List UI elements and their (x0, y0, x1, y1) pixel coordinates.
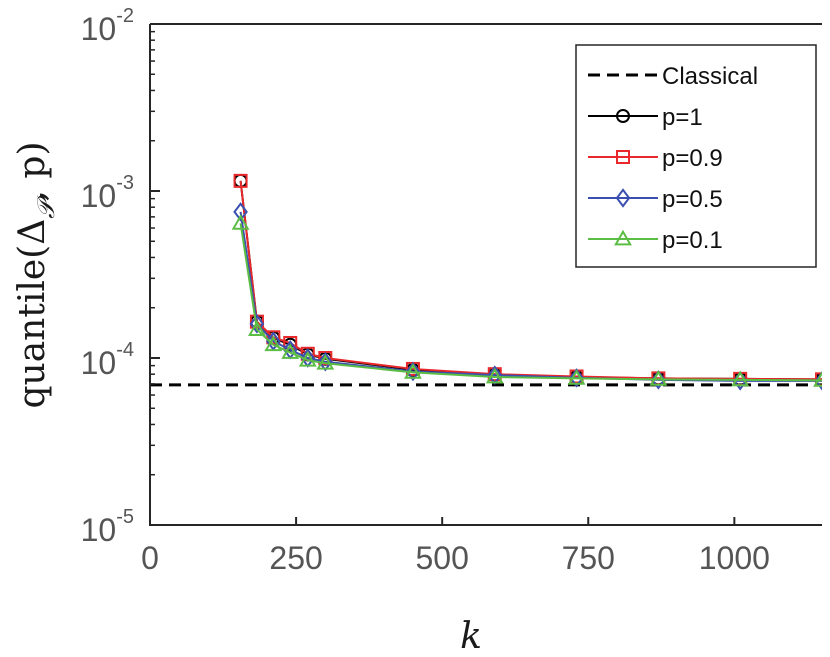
legend-marker (615, 188, 631, 208)
legend-label: p=0.9 (662, 145, 723, 172)
legend-entry: p=0.1 (588, 227, 723, 254)
data-point (248, 320, 266, 336)
x-tick-label: 0 (141, 540, 159, 576)
plot-area (150, 173, 822, 391)
data-point (249, 314, 265, 334)
data-point (813, 371, 822, 387)
x-tick-label: 500 (415, 540, 468, 576)
data-point (569, 368, 584, 388)
x-tick-label: 750 (562, 540, 615, 576)
data-point (485, 367, 504, 384)
data-point (298, 350, 317, 367)
legend: Classical p=1 p=0.9 p=0.5 p=0.1 (575, 44, 817, 268)
data-point (233, 202, 248, 222)
data-point (316, 354, 335, 370)
data-point (231, 214, 250, 230)
data-point (405, 361, 421, 382)
data-point (567, 369, 586, 385)
y-axis-label: quantile(Δ𝒫, p) (12, 141, 60, 408)
x-tick-label: 1000 (699, 540, 770, 576)
x-axis-label: k (460, 616, 482, 657)
data-point (281, 343, 300, 359)
y-tick-label: 10-3 (81, 172, 134, 214)
legend-label: p=0.1 (662, 227, 723, 254)
data-point (233, 173, 248, 188)
legend-entry: p=0.5 (588, 186, 723, 213)
series-p-0-1 (231, 214, 822, 387)
data-point (814, 371, 822, 391)
data-point (317, 351, 333, 372)
y-tick-label: 10-4 (81, 339, 134, 381)
legend-marker (616, 109, 630, 123)
axes: 0 250 500 750 1000 10-5 10-4 10-3 10-2 (81, 5, 822, 576)
data-point (266, 330, 281, 345)
legend-label: Classical (662, 63, 758, 90)
legend-label: p=1 (662, 104, 703, 131)
data-point (264, 335, 283, 352)
legend-label: p=0.5 (662, 186, 723, 213)
legend-entry: p=1 (588, 104, 703, 131)
data-point (404, 363, 422, 379)
y-tick-label: 10-5 (81, 506, 134, 548)
legend-marker (616, 150, 630, 164)
legend-marker (614, 229, 632, 246)
legend-entry: Classical (588, 63, 758, 90)
x-tick-label: 250 (269, 540, 322, 576)
legend-entry: p=0.9 (588, 145, 723, 172)
data-point (731, 370, 750, 387)
y-axis-label-text: quantile(Δ𝒫, p) (12, 141, 60, 408)
y-tick-label: 10-2 (81, 5, 134, 47)
data-point (651, 370, 666, 390)
data-point (649, 370, 668, 386)
